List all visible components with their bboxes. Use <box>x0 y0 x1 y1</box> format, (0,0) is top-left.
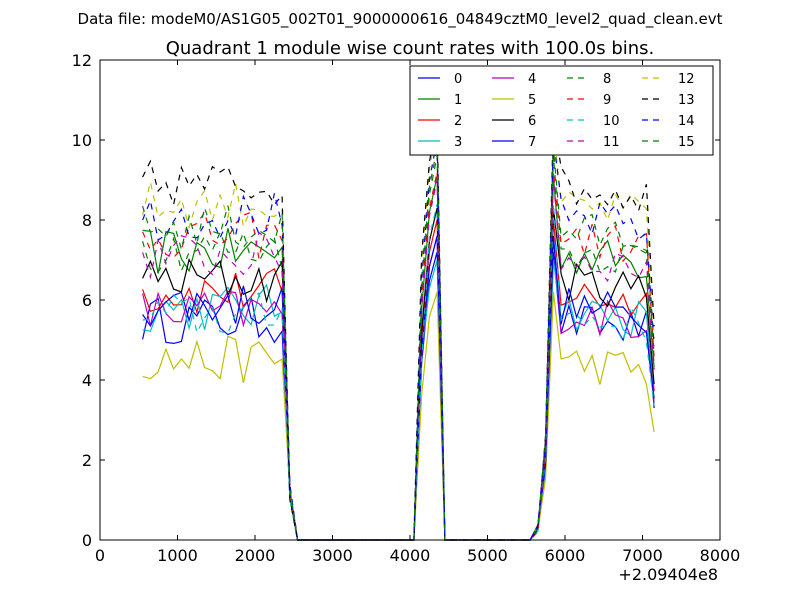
legend-label-0: 0 <box>454 72 462 87</box>
y-tick-label: 12 <box>72 51 92 70</box>
data-file-label: Data file: modeM0/AS1G05_002T01_90000006… <box>78 10 723 29</box>
x-tick-label: 6000 <box>545 546 586 565</box>
legend-label-7: 7 <box>528 135 536 150</box>
x-tick-label: 8000 <box>700 546 741 565</box>
legend-label-4: 4 <box>528 72 536 87</box>
legend-label-8: 8 <box>603 72 611 87</box>
legend-label-5: 5 <box>528 93 536 108</box>
series-line-11 <box>142 179 655 541</box>
x-tick-label: 3000 <box>312 546 353 565</box>
x-tick-label: 1000 <box>157 546 198 565</box>
y-tick-label: 8 <box>82 211 92 230</box>
y-tick-label: 2 <box>82 451 92 470</box>
y-tick-label: 6 <box>82 291 92 310</box>
x-offset-label: +2.09404e8 <box>618 565 718 584</box>
legend-label-12: 12 <box>678 72 695 87</box>
legend-label-14: 14 <box>678 114 695 129</box>
series-line-14 <box>142 139 655 541</box>
x-tick-label: 7000 <box>622 546 663 565</box>
legend-label-6: 6 <box>528 114 536 129</box>
legend-label-1: 1 <box>454 93 462 108</box>
legend-label-15: 15 <box>678 135 695 150</box>
legend-label-11: 11 <box>603 135 620 150</box>
legend-label-13: 13 <box>678 93 695 108</box>
y-tick-label: 0 <box>82 531 92 550</box>
x-tick-label: 2000 <box>235 546 276 565</box>
legend-label-2: 2 <box>454 114 462 129</box>
series-line-9 <box>142 171 655 541</box>
y-tick-label: 10 <box>72 131 92 150</box>
legend-label-9: 9 <box>603 93 611 108</box>
series-line-15 <box>142 147 655 541</box>
x-tick-label: 4000 <box>390 546 431 565</box>
legend-label-10: 10 <box>603 114 620 129</box>
y-tick-label: 4 <box>82 371 92 390</box>
chart-title: Quadrant 1 module wise count rates with … <box>166 38 655 59</box>
x-tick-label: 5000 <box>467 546 508 565</box>
series-line-10 <box>142 203 655 541</box>
axis-ticks: 0 1000 2000 3000 4000 5000 6000 7000 80000246810… <box>72 51 741 565</box>
legend-label-3: 3 <box>454 135 462 150</box>
series-line-12 <box>142 127 655 541</box>
series-line-8 <box>142 155 655 541</box>
x-tick-label: 0 <box>95 546 105 565</box>
legend-frame <box>409 65 714 156</box>
